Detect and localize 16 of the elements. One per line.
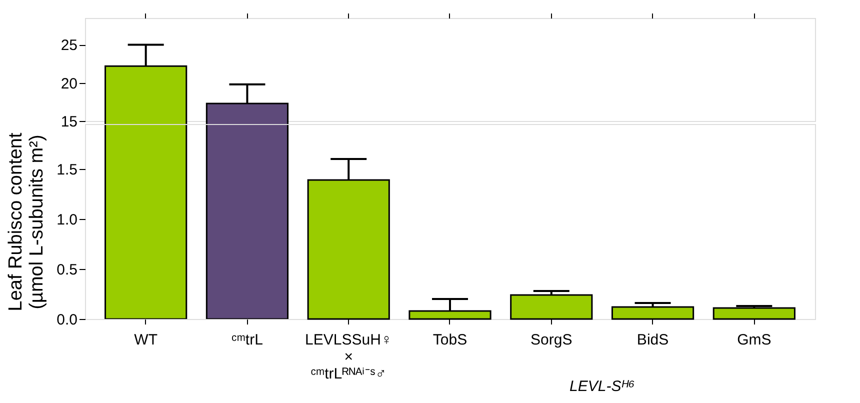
text: LEVL-Sᴴ⁶	[570, 378, 635, 395]
x-tick-label: ᶜᵐtrL	[232, 332, 263, 348]
y-tick-label: 0.0	[56, 312, 78, 328]
y-axis-title: Leaf Rubisco content (µmol L-subunits m²)	[6, 132, 48, 312]
y-tick-label: 25	[60, 37, 78, 54]
x-tick-label: SorgS	[530, 332, 572, 348]
x-tick-label: LEVLSSuH♀ × ᶜᵐtrLᴿᴺᴬⁱ⁻ˢ♂	[305, 332, 392, 382]
x-tick-label: GmS	[737, 332, 772, 348]
y-tick-label: 15	[60, 114, 78, 130]
x-tick-label: TobS	[432, 332, 468, 348]
y-tick-label: 1.0	[56, 212, 78, 228]
x-tick-label: WT	[134, 332, 158, 348]
x-tick-label: BidS	[636, 332, 669, 348]
y-tick-label: 0.5	[56, 262, 78, 278]
y-tick-label: 20	[60, 75, 78, 92]
y-tick-label: 1.5	[56, 162, 78, 178]
